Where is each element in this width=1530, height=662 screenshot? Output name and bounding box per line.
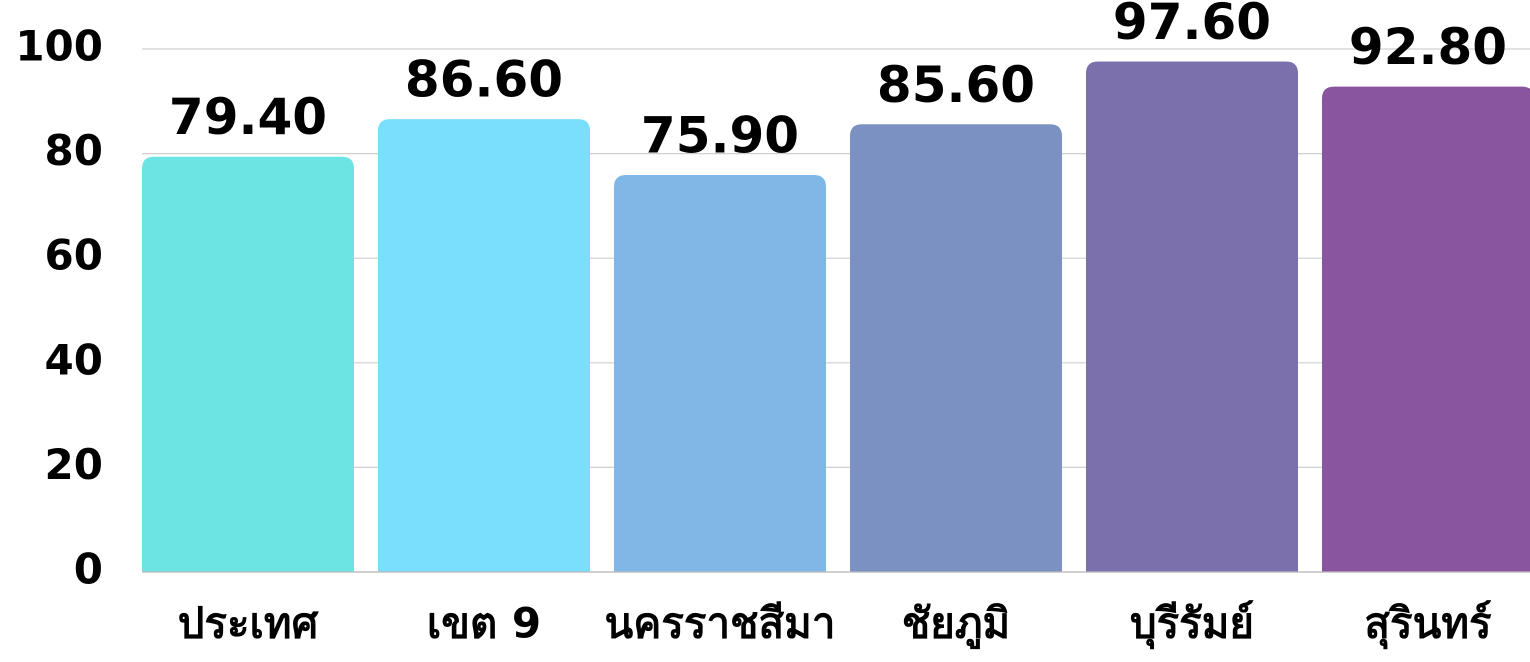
x-tick-label: เขต 9 <box>427 599 541 648</box>
x-tick-label: ประเทศ <box>178 599 320 648</box>
y-tick-label: 0 <box>74 545 103 594</box>
y-tick-label: 80 <box>45 126 103 175</box>
bar <box>614 175 826 572</box>
bar <box>142 156 354 572</box>
bar <box>1086 61 1298 572</box>
value-label: 97.60 <box>1113 0 1271 51</box>
value-label: 75.90 <box>641 107 799 165</box>
x-tick-label: ชัยภูมิ <box>902 599 1011 650</box>
value-label: 86.60 <box>405 51 563 109</box>
bar <box>850 124 1062 572</box>
bar <box>378 119 590 572</box>
value-label: 85.60 <box>877 56 1035 114</box>
x-tick-label: บุรีรัมย์ <box>1130 599 1254 650</box>
y-tick-label: 100 <box>15 22 103 71</box>
value-label: 79.40 <box>169 88 327 146</box>
bar <box>1322 86 1530 572</box>
y-tick-label: 20 <box>45 440 103 489</box>
y-tick-label: 40 <box>45 335 103 384</box>
x-tick-label: นครราชสีมา <box>605 599 836 648</box>
x-tick-label: สุรินทร์ <box>1364 599 1492 650</box>
y-tick-label: 60 <box>45 231 103 280</box>
value-label: 92.80 <box>1349 18 1507 76</box>
